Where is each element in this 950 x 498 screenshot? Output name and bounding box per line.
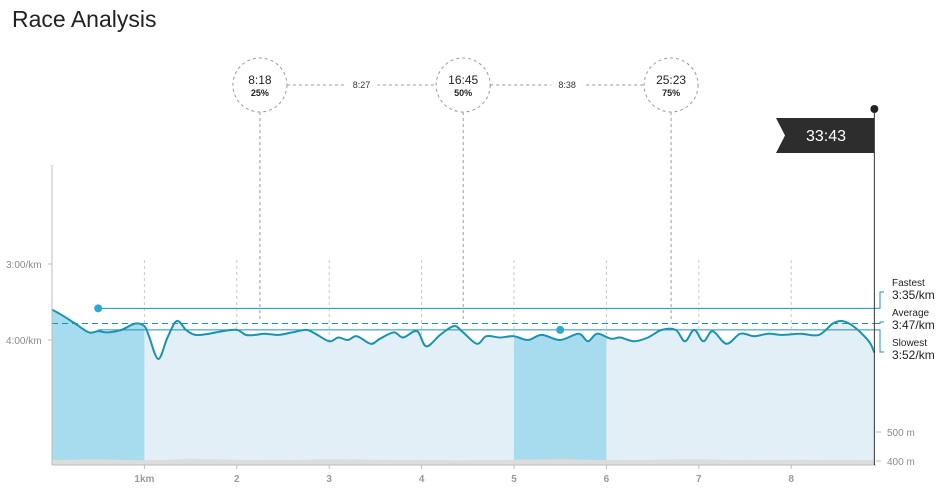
- finish-pole-cap: [870, 105, 879, 113]
- split-time: 25:23: [656, 73, 686, 87]
- x-tick-label: 7: [696, 474, 702, 485]
- elevation-layer: [52, 459, 875, 465]
- split-percent: 50%: [454, 88, 472, 98]
- pace-summary-name: Average: [892, 308, 930, 319]
- pace-summary-value: 3:47/km: [892, 318, 935, 332]
- pace-area-layer: [52, 309, 875, 465]
- elevation-tick-label: 400 m: [887, 457, 915, 468]
- finish-flag: 33:43: [776, 105, 879, 465]
- y-tick-label: 4:00/km: [6, 336, 42, 347]
- pace-connector: [876, 291, 884, 309]
- elevation-tick-label: 500 m: [887, 428, 915, 439]
- axes-layer: 3:00/km 4:00/km 1km 2 3 4 5 6 7 8 500 m 400 m: [6, 165, 915, 485]
- page-title: Race Analysis: [12, 6, 157, 32]
- pace-area-fill: [52, 309, 875, 465]
- x-tick-label: 4: [419, 474, 425, 485]
- finish-flag-shape: [776, 118, 875, 153]
- split-circle: [643, 57, 699, 113]
- x-tick-label: 8: [788, 474, 794, 485]
- fastest-marker: [94, 304, 103, 313]
- pace-summary-name: Fastest: [892, 278, 925, 289]
- elevation-profile: [52, 459, 875, 465]
- split-time: 16:45: [448, 73, 478, 87]
- pace-connector: [876, 329, 884, 353]
- y-tick-label: 3:00/km: [6, 260, 42, 271]
- pace-summary-value: 3:35/km: [892, 288, 935, 302]
- pace-summary-value: 3:52/km: [892, 348, 935, 362]
- split-gap-bg: [551, 78, 584, 92]
- split-percent: 25%: [251, 88, 269, 98]
- pace-summary-name: Slowest: [892, 338, 927, 349]
- pace-line-layer: [51, 304, 876, 360]
- pace-connector: [876, 321, 884, 324]
- split-percent: 75%: [662, 88, 680, 98]
- x-tick-label: 3: [326, 474, 332, 485]
- split-gap-label: 8:27: [353, 80, 371, 90]
- x-tick-label: 5: [511, 474, 517, 485]
- x-tick-label: 1km: [134, 474, 154, 485]
- split-time: 8:18: [248, 73, 272, 87]
- x-tick-label: 6: [604, 474, 610, 485]
- pace-summary-labels: Fastest3:35/kmAverage3:47/kmSlowest3:52/…: [876, 278, 935, 362]
- split-gap-label: 8:38: [558, 80, 576, 90]
- finish-time: 33:43: [806, 128, 846, 145]
- pace-line: [51, 308, 876, 360]
- x-tick-label: 2: [234, 474, 240, 485]
- split-gap-bg: [345, 78, 378, 92]
- slowest-marker: [556, 325, 565, 334]
